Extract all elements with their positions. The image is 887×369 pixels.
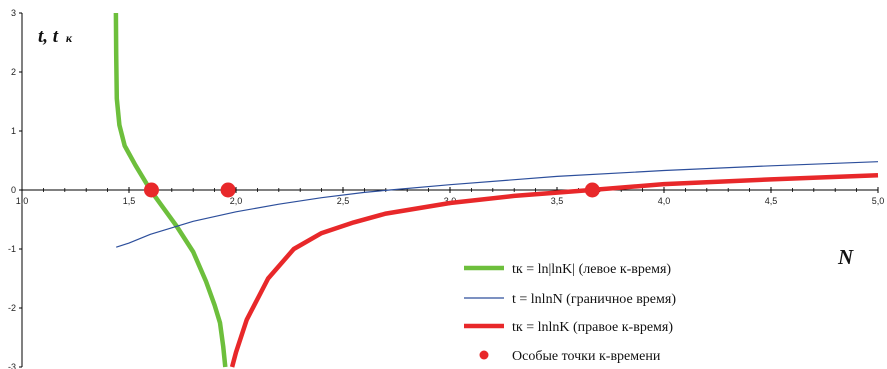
y-axis-title: t, t к [38,26,73,47]
x-tick-label: 1,5 [123,196,136,206]
legend-label: tк = ln|lnK| (левое к-время) [512,262,671,277]
y-axis-title-main: t, t [38,26,59,47]
y-axis-title-subscript: к [66,31,73,45]
legend-label: t = lnlnN (граничное время) [512,292,676,307]
x-axis-title: N [837,245,854,269]
series-line-1 [116,161,879,248]
x-tick-label: 5,0 [872,196,885,206]
series-lines-group [113,12,879,368]
y-tick-label: 3 [11,8,16,18]
y-tick-label: 2 [11,67,16,77]
special-points-group [143,182,600,198]
x-tick-label: 1,0 [16,196,29,206]
legend-label: Особые точки к-времени [512,349,661,364]
x-tick-label: 4,0 [658,196,671,206]
series-line-2 [229,173,879,368]
special-point-marker [143,182,159,198]
legend-label: tк = lnlnK (правое к-время) [512,320,673,335]
y-tick-label: -1 [8,244,16,254]
y-tick-label: 1 [11,126,16,136]
x-tick-label: 3,5 [551,196,564,206]
special-point-marker [220,182,236,198]
y-tick-label: 0 [11,185,16,195]
y-tick-label: -2 [8,303,16,313]
legend-swatch-marker [479,350,489,360]
x-tick-label: 2,5 [337,196,350,206]
x-tick-label: 2,0 [230,196,243,206]
series-line-0 [113,12,228,368]
x-tick-label: 4,5 [765,196,778,206]
special-point-marker [584,182,600,198]
legend: tк = ln|lnK| (левое к-время) t = lnlnN (г… [464,262,676,364]
y-tick-label: -3 [8,362,16,369]
